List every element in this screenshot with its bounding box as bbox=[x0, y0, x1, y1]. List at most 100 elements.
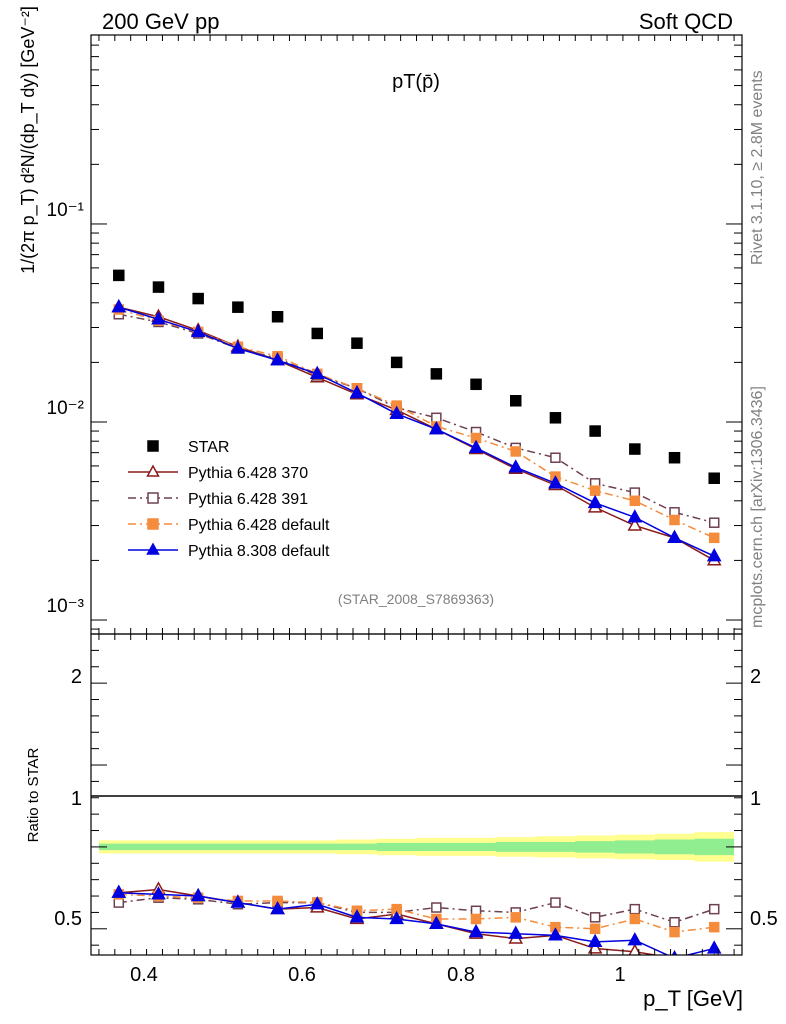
legend-marker bbox=[147, 440, 159, 452]
legend-entry-pythia-8-308-default: Pythia 8.308 default bbox=[128, 542, 330, 560]
main-point-pythia-8-308-default bbox=[627, 509, 643, 523]
main-point-pythia-6-428-391 bbox=[550, 452, 561, 463]
main-point-pythia-8-308-default bbox=[587, 494, 603, 509]
ratio-panel-ticks bbox=[91, 633, 742, 955]
main-point-pythia-6-428-391 bbox=[431, 412, 442, 424]
x-tick-label-1: 1 bbox=[614, 964, 625, 986]
main-point-star bbox=[470, 378, 482, 391]
ratio-point-pythia-6-428-default bbox=[708, 921, 720, 933]
ratio-point-pythia-8-308-default bbox=[627, 932, 643, 946]
legend-marker bbox=[147, 492, 159, 504]
legend-marker bbox=[147, 518, 159, 530]
y-tick-label-1e-2: 10⁻² bbox=[47, 398, 85, 419]
main-point-star bbox=[708, 472, 720, 484]
main-point-pythia-8-308-default bbox=[230, 340, 246, 354]
legend: STAR Pythia 6.428 370 Pythia 6.428 391 Pyth… bbox=[128, 439, 330, 560]
main-series-pythia-8-308-default bbox=[111, 299, 722, 562]
ratio-point-pythia-6-428-370 bbox=[587, 940, 603, 954]
ratio-point-pythia-8-308-default bbox=[429, 915, 444, 930]
header-left: 200 GeV pp bbox=[102, 9, 219, 34]
legend-label: Pythia 6.428 370 bbox=[188, 465, 308, 482]
ratio-point-pythia-6-428-391 bbox=[708, 903, 720, 915]
ratio-point-pythia-6-428-default bbox=[629, 913, 641, 925]
legend-entry-star: STAR bbox=[147, 439, 229, 456]
ratio-point-pythia-8-308-default bbox=[548, 927, 563, 941]
main-point-pythia-8-308-default bbox=[429, 421, 444, 435]
ratio-point-pythia-8-308-default bbox=[587, 933, 603, 948]
x-axis-label: p_T [GeV] bbox=[643, 986, 743, 1011]
main-point-star bbox=[152, 281, 165, 293]
main-point-star bbox=[549, 412, 562, 424]
ratio-point-pythia-8-308-default bbox=[508, 925, 524, 939]
main-point-star bbox=[390, 356, 403, 369]
main-point-pythia-8-308-default bbox=[389, 405, 404, 419]
main-y-axis-label: 1/(2π p_T) d²N/(dp_T dy) [GeV⁻²] bbox=[18, 6, 39, 274]
ratio-y-tick-label-2: 2 bbox=[71, 666, 82, 688]
ratio-point-pythia-6-428-370 bbox=[713, 953, 716, 955]
ratio-y-axis-label: Ratio to STAR bbox=[25, 747, 42, 842]
ratio-line-pythia-6-428-default bbox=[118, 893, 715, 933]
x-tick-label-0.4: 0.4 bbox=[130, 964, 158, 986]
main-point-star bbox=[192, 292, 204, 305]
ratio-point-pythia-8-308-default bbox=[111, 884, 127, 898]
ratio-y-tick-label-right-0.5: 0.5 bbox=[750, 908, 778, 930]
ratio-point-pythia-6-428-default bbox=[589, 923, 601, 935]
ratio-point-pythia-6-428-370 bbox=[628, 943, 642, 955]
analysis-label: (STAR_2008_S7869363) bbox=[338, 591, 494, 607]
ratio-y-tick-label-0.5: 0.5 bbox=[54, 908, 82, 930]
legend-label: STAR bbox=[188, 439, 229, 456]
ratio-panel-series bbox=[111, 881, 722, 955]
y-tick-label-1e-1: 10⁻¹ bbox=[47, 200, 85, 221]
main-point-pythia-6-428-default bbox=[708, 532, 720, 544]
ratio-point-pythia-8-308-default bbox=[671, 950, 678, 955]
legend-entry-pythia-6-428-370: Pythia 6.428 370 bbox=[128, 464, 308, 482]
main-point-pythia-8-308-default bbox=[270, 352, 285, 366]
main-point-pythia-8-308-default bbox=[151, 311, 166, 325]
legend-label: Pythia 8.308 default bbox=[188, 543, 330, 560]
ratio-point-pythia-8-308-default bbox=[389, 910, 404, 925]
main-series-star bbox=[113, 269, 720, 484]
ratio-point-pythia-8-308-default bbox=[190, 887, 206, 902]
main-point-star bbox=[351, 337, 363, 349]
ratio-point-pythia-6-428-391 bbox=[669, 916, 680, 928]
y-tick-label-1e-3: 10⁻³ bbox=[47, 596, 85, 617]
main-point-pythia-8-308-default bbox=[190, 323, 206, 338]
x-tick-labels: 0.4 0.6 0.8 1 bbox=[130, 964, 625, 986]
main-point-pythia-8-308-default bbox=[349, 384, 365, 399]
ratio-point-pythia-8-308-default bbox=[349, 909, 365, 923]
ratio-point-pythia-6-428-391 bbox=[589, 912, 601, 923]
ratio-y-tick-label-1: 1 bbox=[71, 788, 82, 810]
ratio-y-tick-label-right-1: 1 bbox=[750, 788, 761, 810]
ratio-point-pythia-8-308-default bbox=[230, 894, 246, 908]
main-panel: pT(p̄) (STAR_2008_S7869363) 10⁻³ 10⁻² 10… bbox=[18, 6, 743, 635]
ratio-y-tick-labels-left: 0.5 1 2 bbox=[54, 666, 82, 930]
main-plot-title: pT(p̄) bbox=[392, 71, 440, 93]
legend-marker bbox=[146, 542, 160, 555]
legend-label: Pythia 6.428 391 bbox=[188, 491, 308, 508]
main-point-star bbox=[509, 395, 522, 407]
main-point-pythia-6-428-default bbox=[669, 514, 680, 526]
legend-marker bbox=[146, 464, 160, 477]
main-point-pythia-8-308-default bbox=[667, 529, 682, 543]
ratio-point-pythia-8-308-default bbox=[151, 886, 166, 900]
main-point-star bbox=[668, 451, 681, 464]
ratio-point-pythia-8-308-default bbox=[706, 940, 722, 954]
ratio-point-pythia-6-428-391 bbox=[431, 902, 442, 913]
ratio-point-pythia-6-428-default bbox=[669, 926, 680, 938]
x-tick-label-0.8: 0.8 bbox=[447, 964, 475, 986]
main-point-pythia-6-428-default bbox=[510, 446, 521, 457]
ratio-y-tick-labels-right: 0.5 1 2 bbox=[750, 666, 778, 930]
main-point-star bbox=[232, 301, 244, 313]
main-point-pythia-8-308-default bbox=[548, 475, 563, 489]
main-panel-ticks bbox=[91, 34, 742, 634]
main-point-star bbox=[589, 425, 601, 437]
main-panel-series bbox=[111, 269, 722, 566]
ratio-series-pythia-8-308-default bbox=[111, 884, 722, 955]
main-point-pythia-6-428-default bbox=[589, 485, 601, 496]
x-tick-label-0.6: 0.6 bbox=[288, 964, 316, 986]
main-point-star bbox=[311, 327, 324, 340]
main-point-star bbox=[271, 310, 284, 323]
main-point-pythia-8-308-default bbox=[706, 548, 722, 562]
ratio-y-tick-label-right-2: 2 bbox=[750, 666, 761, 688]
main-line-pythia-8-308-default bbox=[118, 306, 715, 557]
